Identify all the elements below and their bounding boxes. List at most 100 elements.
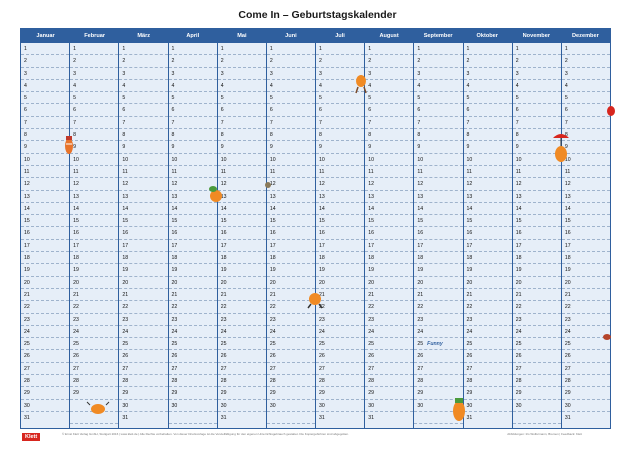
- day-cell[interactable]: 11: [561, 166, 611, 179]
- day-cell[interactable]: 18: [21, 252, 70, 265]
- day-cell[interactable]: 26: [463, 350, 512, 363]
- day-cell[interactable]: 5: [414, 92, 463, 105]
- day-cell[interactable]: 11: [512, 166, 561, 179]
- day-cell[interactable]: 15: [21, 215, 70, 228]
- day-cell[interactable]: 15: [414, 215, 463, 228]
- day-cell[interactable]: 7: [119, 117, 168, 130]
- day-cell[interactable]: 8: [512, 129, 561, 142]
- day-cell[interactable]: 1: [70, 43, 119, 56]
- day-cell[interactable]: 7: [266, 117, 316, 130]
- day-cell[interactable]: 19: [414, 264, 463, 277]
- day-cell[interactable]: 27: [70, 363, 119, 376]
- day-cell[interactable]: 7: [21, 117, 70, 130]
- day-cell[interactable]: 20: [316, 277, 365, 289]
- day-cell[interactable]: 10: [463, 154, 512, 166]
- day-cell[interactable]: 30: [119, 400, 168, 412]
- day-cell[interactable]: 15: [168, 215, 217, 228]
- day-cell[interactable]: 11: [266, 166, 316, 179]
- day-cell[interactable]: 25: [217, 338, 266, 351]
- day-cell[interactable]: 31: [365, 412, 413, 424]
- day-cell[interactable]: 24: [365, 326, 414, 339]
- day-cell[interactable]: 13: [70, 191, 119, 203]
- day-cell[interactable]: 25 Funny: [414, 338, 463, 351]
- day-cell[interactable]: 29: [561, 387, 611, 400]
- day-cell[interactable]: 9: [217, 141, 266, 154]
- day-cell[interactable]: 19: [119, 264, 168, 277]
- day-cell[interactable]: 17: [463, 240, 512, 253]
- day-cell[interactable]: 27: [316, 363, 365, 376]
- day-cell[interactable]: 29: [21, 387, 70, 400]
- day-cell[interactable]: 13: [168, 191, 217, 203]
- day-cell[interactable]: 27: [119, 363, 168, 376]
- day-cell[interactable]: 23: [561, 314, 611, 326]
- day-cell[interactable]: 30: [168, 400, 217, 412]
- day-cell[interactable]: 4: [561, 80, 611, 93]
- day-cell[interactable]: 2: [414, 55, 463, 68]
- day-cell[interactable]: 29: [365, 387, 414, 400]
- day-cell[interactable]: 18: [365, 252, 414, 265]
- day-cell[interactable]: 5: [365, 92, 414, 105]
- day-cell[interactable]: 27: [414, 363, 463, 376]
- day-cell[interactable]: 24: [168, 326, 217, 339]
- day-cell[interactable]: 30: [21, 400, 70, 412]
- day-cell[interactable]: 20: [168, 277, 217, 289]
- day-cell[interactable]: 16: [463, 227, 512, 240]
- day-cell[interactable]: 2: [512, 55, 561, 68]
- day-cell[interactable]: 14: [70, 203, 119, 216]
- day-cell[interactable]: 7: [316, 117, 365, 130]
- day-cell[interactable]: 23: [266, 314, 316, 326]
- day-cell[interactable]: 4: [21, 80, 70, 93]
- day-cell[interactable]: 20: [512, 277, 561, 289]
- day-cell[interactable]: 20: [119, 277, 168, 289]
- day-cell[interactable]: 1: [217, 43, 266, 56]
- day-cell[interactable]: 20: [365, 277, 414, 289]
- day-cell[interactable]: 21: [365, 289, 414, 302]
- day-cell[interactable]: 17: [70, 240, 119, 253]
- day-cell[interactable]: 5: [21, 92, 70, 105]
- day-cell[interactable]: 12: [266, 178, 316, 191]
- day-cell[interactable]: 17: [365, 240, 414, 253]
- day-cell[interactable]: 8: [365, 129, 414, 142]
- day-cell[interactable]: 18: [561, 252, 611, 265]
- day-cell[interactable]: 16: [266, 227, 316, 240]
- day-cell[interactable]: 2: [217, 55, 266, 68]
- day-cell[interactable]: 26: [21, 350, 70, 363]
- day-cell[interactable]: 15: [119, 215, 168, 228]
- day-cell[interactable]: 30: [316, 400, 365, 412]
- day-cell[interactable]: 9: [266, 141, 316, 154]
- day-cell[interactable]: 18: [316, 252, 365, 265]
- day-cell[interactable]: 30: [414, 400, 463, 412]
- day-cell[interactable]: 28: [463, 375, 512, 388]
- day-cell[interactable]: 21: [70, 289, 119, 302]
- day-cell[interactable]: 29: [266, 387, 316, 400]
- day-cell[interactable]: 2: [316, 55, 365, 68]
- day-cell[interactable]: 25: [512, 338, 561, 351]
- day-cell[interactable]: 25: [463, 338, 512, 351]
- day-cell[interactable]: 18: [70, 252, 119, 265]
- day-cell[interactable]: 17: [217, 240, 266, 253]
- day-cell[interactable]: 10: [168, 154, 217, 166]
- day-cell[interactable]: 14: [512, 203, 561, 216]
- day-cell[interactable]: 15: [463, 215, 512, 228]
- day-cell[interactable]: 22: [21, 301, 70, 314]
- day-cell[interactable]: 21: [119, 289, 168, 302]
- day-cell[interactable]: 7: [463, 117, 512, 130]
- day-cell[interactable]: 19: [21, 264, 70, 277]
- day-cell[interactable]: 6: [266, 104, 316, 117]
- day-cell[interactable]: 22: [414, 301, 463, 314]
- day-cell[interactable]: [70, 412, 119, 425]
- day-cell[interactable]: 16: [316, 227, 365, 240]
- day-cell[interactable]: 29: [168, 387, 217, 400]
- day-cell[interactable]: 20: [21, 277, 70, 289]
- day-cell[interactable]: 4: [463, 80, 512, 93]
- day-cell[interactable]: 24: [512, 326, 561, 339]
- day-cell[interactable]: 9: [21, 141, 70, 154]
- day-cell[interactable]: 19: [316, 264, 365, 277]
- day-cell[interactable]: 10: [512, 154, 561, 166]
- day-cell[interactable]: 4: [217, 80, 266, 93]
- day-cell[interactable]: 12: [70, 178, 119, 191]
- day-cell[interactable]: 26: [266, 350, 316, 363]
- day-cell[interactable]: 1: [365, 43, 414, 56]
- day-cell[interactable]: 7: [414, 117, 463, 130]
- day-cell[interactable]: 16: [119, 227, 168, 240]
